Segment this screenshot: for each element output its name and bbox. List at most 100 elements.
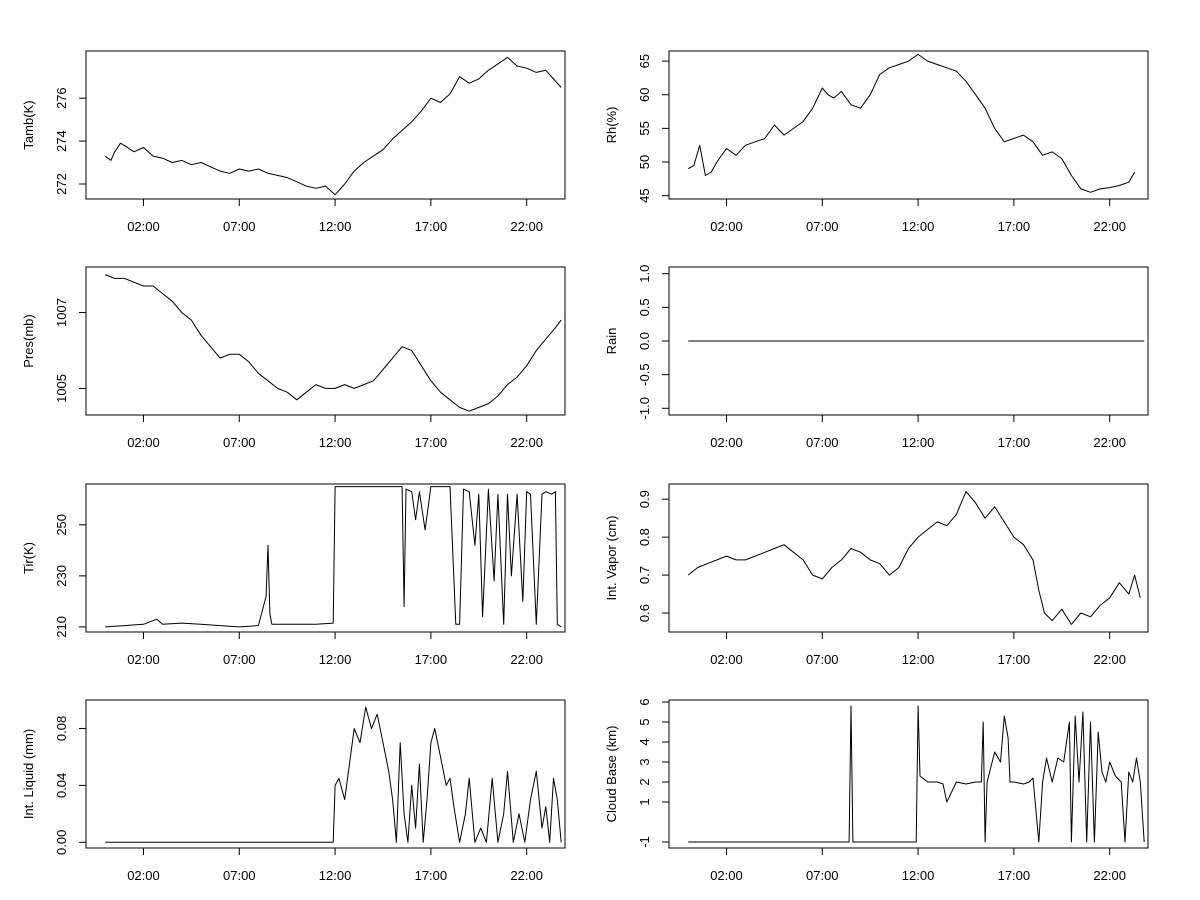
x-tick-label: 07:00 [806, 435, 839, 450]
y-tick-label: 3 [637, 758, 652, 765]
y-tick-label: 250 [54, 514, 69, 536]
y-tick-label: 0.8 [637, 528, 652, 546]
y-axis-label: Int. Liquid (mm) [21, 729, 36, 819]
y-tick-label: 0.9 [637, 490, 652, 508]
series-line [104, 56, 562, 196]
y-tick-label: 0.6 [637, 604, 652, 622]
y-tick-label: 0.08 [54, 716, 69, 741]
y-axis-label: Rh(%) [604, 107, 619, 144]
y-tick-label: 50 [637, 155, 652, 169]
plot-frame [85, 266, 566, 416]
y-tick-label: 272 [54, 173, 69, 195]
y-tick-label: 1 [637, 798, 652, 805]
plot-frame [85, 483, 566, 633]
y-tick-label: 55 [637, 121, 652, 135]
x-tick-label: 02:00 [127, 652, 160, 667]
y-tick-label: 4 [637, 738, 652, 745]
series-line [105, 706, 562, 843]
series-line [105, 486, 562, 628]
y-tick-label: 0.5 [637, 298, 652, 316]
y-tick-label: 0.04 [54, 773, 69, 798]
x-tick-label: 12:00 [319, 652, 352, 667]
plot-frame [668, 699, 1149, 849]
plot-frame [85, 50, 566, 200]
chart-panel-3: 02:00 07:00 12:00 17:00 22:00 1005 1007 Pres(mb… [21, 266, 566, 450]
chart-panel-6: 02:00 07:00 12:00 17:00 22:00 0.6 0.7 0.8 0.9 Int… [604, 483, 1149, 667]
y-tick-label: 0.7 [637, 566, 652, 584]
x-tick-label: 12:00 [902, 219, 935, 234]
x-tick-label: 12:00 [319, 219, 352, 234]
x-tick-label: 12:00 [902, 435, 935, 450]
y-tick-label: 6 [637, 698, 652, 705]
x-tick-label: 17:00 [415, 652, 448, 667]
series-line [687, 491, 1141, 625]
y-tick-label: 230 [54, 565, 69, 587]
y-tick-label: -1.0 [637, 397, 652, 419]
plot-frame [85, 699, 566, 849]
x-tick-label: 07:00 [806, 219, 839, 234]
y-tick-label: 0.00 [54, 830, 69, 855]
chart-panel-8: 02:00 07:00 12:00 17:00 22:00 -1 1 2 3 4 5 6 Cloud B… [604, 698, 1149, 883]
y-axis-label: Cloud Base (km) [604, 726, 619, 823]
x-tick-label: 02:00 [127, 868, 160, 883]
y-tick-label: 45 [637, 188, 652, 202]
x-tick-label: 17:00 [998, 868, 1031, 883]
chart-panel-1: 02:00 07:00 12:00 17:00 22:00 272 274 276 Tamb(K… [21, 50, 566, 234]
x-tick-label: 12:00 [902, 652, 935, 667]
y-tick-label: 274 [54, 130, 69, 152]
x-tick-label: 07:00 [223, 868, 256, 883]
plot-frame [668, 483, 1149, 633]
y-tick-label: 2 [637, 778, 652, 785]
x-tick-label: 22:00 [1093, 435, 1126, 450]
x-tick-label: 22:00 [510, 435, 543, 450]
chart-panel-7: 02:00 07:00 12:00 17:00 22:00 0.00 0.04 0.08 Int… [21, 699, 566, 883]
chart-panel-4: 02:00 07:00 12:00 17:00 22:00 -1.0 -0.5 0.0 0.5 1… [604, 265, 1149, 450]
x-tick-label: 02:00 [710, 435, 743, 450]
y-tick-label: 210 [54, 616, 69, 638]
y-tick-label: 0.0 [637, 332, 652, 350]
y-tick-label: 1007 [54, 298, 69, 327]
y-tick-label: 5 [637, 718, 652, 725]
y-tick-label: 65 [637, 54, 652, 68]
x-tick-label: 02:00 [127, 219, 160, 234]
x-tick-label: 12:00 [319, 868, 352, 883]
x-tick-label: 17:00 [415, 219, 448, 234]
x-tick-label: 17:00 [998, 652, 1031, 667]
x-tick-label: 22:00 [1093, 868, 1126, 883]
x-tick-label: 02:00 [127, 435, 160, 450]
x-tick-label: 02:00 [710, 219, 743, 234]
plot-frame [668, 50, 1149, 200]
x-tick-label: 17:00 [415, 435, 448, 450]
y-axis-label: Rain [604, 328, 619, 355]
x-tick-label: 17:00 [998, 435, 1031, 450]
x-tick-label: 22:00 [510, 652, 543, 667]
y-axis-label: Tamb(K) [21, 100, 36, 149]
y-axis-label: Tir(K) [21, 542, 36, 574]
x-tick-label: 22:00 [510, 219, 543, 234]
series-line [105, 274, 562, 412]
x-tick-label: 17:00 [415, 868, 448, 883]
y-tick-label: -1 [637, 836, 652, 848]
x-tick-label: 22:00 [510, 868, 543, 883]
x-tick-label: 07:00 [806, 652, 839, 667]
y-tick-label: 276 [54, 87, 69, 109]
x-tick-label: 02:00 [710, 652, 743, 667]
y-tick-label: -0.5 [637, 363, 652, 385]
series-line [688, 705, 1145, 843]
y-tick-label: 1005 [54, 374, 69, 403]
x-tick-label: 07:00 [223, 652, 256, 667]
y-tick-label: 1.0 [637, 265, 652, 283]
y-axis-label: Pres(mb) [21, 314, 36, 367]
chart-panel-2: 02:00 07:00 12:00 17:00 22:00 45 50 55 60 65 Rh(%) [604, 50, 1149, 234]
x-tick-label: 12:00 [319, 435, 352, 450]
chart-panel-5: 02:00 07:00 12:00 17:00 22:00 210 230 250 Tir(K) [21, 483, 566, 667]
x-tick-label: 07:00 [223, 435, 256, 450]
x-tick-label: 12:00 [902, 868, 935, 883]
x-tick-label: 22:00 [1093, 219, 1126, 234]
x-tick-label: 17:00 [998, 219, 1031, 234]
x-tick-label: 07:00 [223, 219, 256, 234]
x-tick-label: 22:00 [1093, 652, 1126, 667]
series-line [687, 53, 1136, 193]
y-tick-label: 60 [637, 87, 652, 101]
